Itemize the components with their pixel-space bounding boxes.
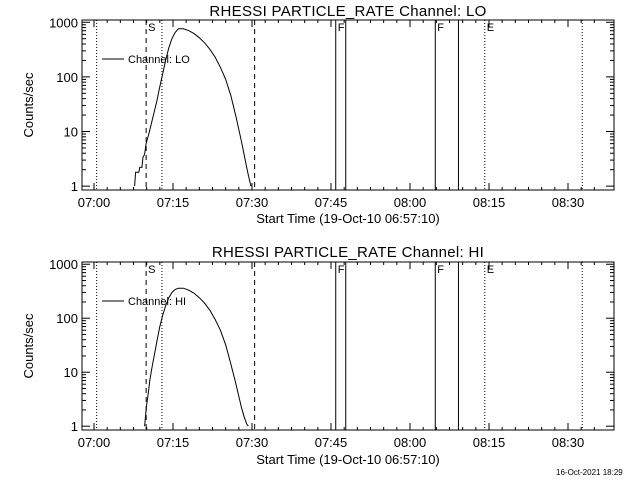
x-tick-label: 08:00 xyxy=(394,195,427,210)
y-tick-label: 1000 xyxy=(49,15,78,30)
marker-label: E xyxy=(487,264,494,276)
x-axis-label: Start Time (19-Oct-10 06:57:10) xyxy=(256,211,440,226)
legend-label: Channel: HI xyxy=(128,296,186,308)
x-tick-label: 07:00 xyxy=(78,195,111,210)
y-tick-label: 1000 xyxy=(49,257,78,272)
chart-title: RHESSI PARTICLE_RATE Channel: HI xyxy=(212,244,484,261)
series-line xyxy=(134,28,252,187)
y-tick-label: 100 xyxy=(56,311,78,326)
x-tick-label: 08:30 xyxy=(552,195,585,210)
y-tick-label: 10 xyxy=(64,365,78,380)
x-tick-label: 08:30 xyxy=(552,435,585,450)
x-tick-label: 07:00 xyxy=(78,435,111,450)
y-axis-label: Counts/sec xyxy=(21,72,36,138)
x-tick-label: 07:30 xyxy=(236,195,269,210)
marker-label: F xyxy=(437,22,444,34)
hi-channel-panel: RHESSI PARTICLE_RATE Channel: HI 07:00 07:… xyxy=(21,244,615,467)
footer-timestamp: 16-Oct-2021 18:29 xyxy=(556,468,623,477)
lo-channel-panel: RHESSI PARTICLE_RATE Channel: LO 07:00 07:… xyxy=(21,3,615,226)
y-tick-label: 100 xyxy=(56,70,78,85)
y-tick-label: 1 xyxy=(71,179,78,194)
y-tick-label: 1 xyxy=(71,419,78,434)
x-tick-label: 07:30 xyxy=(236,435,269,450)
marker-label: F xyxy=(338,22,345,34)
x-tick-label: 08:15 xyxy=(473,195,506,210)
y-tick-label: 10 xyxy=(64,125,78,140)
series-line xyxy=(144,287,249,427)
x-tick-label: 07:45 xyxy=(315,435,348,450)
marker-label: E xyxy=(487,22,494,34)
y-axis-label: Counts/sec xyxy=(21,313,36,379)
x-tick-label: 08:00 xyxy=(394,435,427,450)
x-axis-label: Start Time (19-Oct-10 06:57:10) xyxy=(256,452,440,467)
marker-label: F xyxy=(338,264,345,276)
x-tick-label: 07:15 xyxy=(157,195,190,210)
legend-label: Channel: LO xyxy=(128,54,190,66)
marker-label: S xyxy=(148,264,155,276)
x-tick-label: 07:15 xyxy=(157,435,190,450)
marker-label: F xyxy=(437,264,444,276)
x-tick-label: 07:45 xyxy=(315,195,348,210)
marker-label: S xyxy=(148,22,155,34)
x-tick-label: 08:15 xyxy=(473,435,506,450)
chart-title: RHESSI PARTICLE_RATE Channel: LO xyxy=(209,3,486,20)
